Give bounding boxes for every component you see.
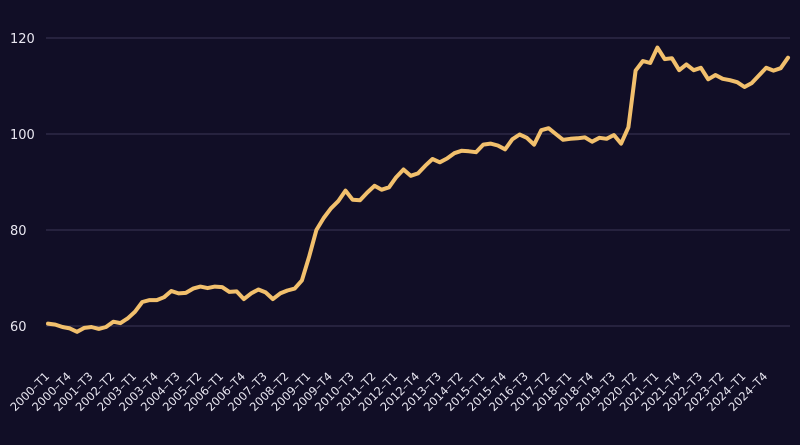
x-axis-ticks: 2000–T12000–T42001–T32002–T22003–T12003–… [7, 369, 770, 414]
series-line [46, 45, 790, 334]
y-axis-ticks: 60 80 100 120 [10, 32, 35, 335]
gridlines [46, 37, 790, 327]
series-layer [46, 45, 790, 334]
y-tick-label: 100 [10, 128, 35, 143]
y-tick-label: 60 [10, 320, 27, 335]
y-tick-label: 80 [10, 224, 27, 239]
y-tick-label: 120 [10, 32, 35, 47]
